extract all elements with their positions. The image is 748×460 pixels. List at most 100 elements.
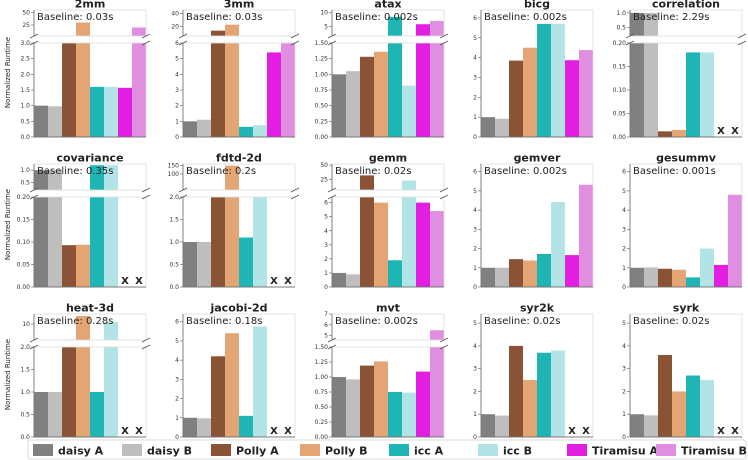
panel-2mm: 2mm 25 50 0.0 0.5 1.0 1.5 2.0 2.5 3.0 Baseline: 0.…: [20, 0, 151, 141]
bar-icc-b: [104, 86, 118, 137]
panel-gemm: gemm 25 50 0 1 2 3 4 5 6 Baseline: 0.02s: [320, 152, 449, 291]
y-tick-label: 3: [622, 366, 626, 373]
bar-daisy-a: [630, 414, 644, 437]
panel-title: syrk: [673, 302, 700, 315]
baseline-label: Baseline: 0.002s: [484, 12, 567, 23]
y-tick-label: 1: [622, 265, 626, 272]
plot-area: [332, 164, 444, 190]
bar-polly-b: [225, 197, 239, 287]
bar-polly-b-upper: [225, 165, 239, 190]
bar-icc-b: [104, 347, 118, 437]
legend-label: Polly B: [325, 445, 368, 458]
bar-daisy-b: [495, 118, 509, 137]
missing-marker: X: [284, 276, 292, 287]
y-tick-label: 1: [473, 265, 477, 272]
axis-break-mark: [327, 344, 337, 350]
panel-title: correlation: [652, 0, 720, 11]
missing-marker: X: [731, 126, 739, 137]
legend-label: Tiramisu B: [681, 445, 747, 458]
y-tick-label: 0.0: [20, 434, 30, 441]
missing-marker: X: [568, 426, 576, 437]
legend-swatch: [33, 444, 53, 456]
bar-daisy-a: [332, 74, 346, 137]
bar-polly-b-upper: [76, 22, 90, 36]
bar-daisy-a: [630, 267, 644, 287]
axis-break-mark: [178, 40, 188, 46]
y-tick-label: 0.00: [315, 134, 329, 141]
bar-tiramisu-b-upper: [132, 27, 146, 36]
y-tick-label: 10: [320, 10, 328, 17]
y-tick-label: 2: [473, 246, 477, 253]
axis-break-mark: [327, 187, 337, 193]
bar-icc-a: [239, 237, 253, 287]
legend-label: daisy B: [147, 445, 192, 458]
panel-correlation: correlation 0.5 1.0 0.00 0.05 0.10 0.15 0.20 X X B…: [613, 0, 747, 141]
bar-daisy-b: [495, 267, 509, 287]
y-axis-label: Normalized Runtime: [4, 339, 12, 410]
bar-daisy-b: [346, 71, 360, 137]
y-tick-label: 6: [175, 40, 179, 47]
bar-icc-b: [104, 197, 118, 287]
y-tick-label: 100: [168, 171, 180, 178]
y-tick-label: 0: [175, 134, 179, 141]
bar-polly-b: [76, 347, 90, 437]
bar-daisy-b: [48, 392, 62, 437]
missing-marker: X: [717, 426, 725, 437]
bar-icc-b: [402, 392, 416, 437]
panel-title: fdtd-2d: [216, 152, 262, 165]
y-tick-label: 0: [175, 434, 179, 441]
panel-syr2k: syr2k 0 1 2 3 4 5 X X Baseline: 0.02s: [473, 302, 594, 441]
bar-icc-b-upper: [104, 165, 118, 190]
bar-icc-a: [537, 23, 551, 137]
bar-tiramisu-a: [416, 371, 430, 437]
missing-marker: X: [135, 276, 143, 287]
y-tick-label: 2: [175, 396, 179, 403]
y-tick-label: 4: [622, 343, 626, 350]
y-tick-label: 1.5: [20, 367, 30, 374]
y-tick-label: 2: [473, 388, 477, 395]
missing-marker: X: [135, 426, 143, 437]
y-tick-label: 0: [324, 284, 328, 291]
baseline-label: Baseline: 0.001s: [633, 166, 716, 177]
axis-break-mark: [439, 344, 449, 350]
y-tick-label: 3.0: [20, 40, 30, 47]
y-tick-label: 50: [22, 10, 30, 17]
baseline-label: Baseline: 0.002s: [335, 316, 418, 327]
y-tick-label: 1: [175, 415, 179, 422]
y-tick-label: 0.5: [20, 180, 30, 187]
bar-daisy-b: [48, 106, 62, 137]
bar-tiramisu-a-upper: [416, 24, 430, 36]
bar-polly-b-upper: [225, 24, 239, 36]
baseline-label: Baseline: 0.02s: [633, 316, 709, 327]
y-tick-label: 4: [473, 207, 477, 214]
y-tick-label: 4: [622, 207, 626, 214]
baseline-label: Baseline: 0.2s: [186, 166, 256, 177]
y-tick-label: 0.00: [315, 434, 329, 441]
panel-title: syr2k: [520, 302, 555, 315]
panel-title: bicg: [524, 0, 550, 11]
bar-tiramisu-b: [728, 194, 742, 287]
bar-tiramisu-a: [565, 255, 579, 287]
y-tick-label: 20: [171, 24, 179, 31]
y-tick-label: 0.00: [17, 284, 31, 291]
panel-title: gemm: [369, 152, 407, 165]
axis-break-mark: [141, 344, 151, 350]
bar-tiramisu-b: [430, 211, 444, 287]
panel-title: 2mm: [75, 0, 106, 11]
legend-label: icc B: [503, 445, 532, 458]
panel-covariance: covariance 0.5 1.0 0.00 0.05 0.10 0.15 0.20 X X Ba…: [17, 152, 151, 291]
bar-tiramisu-b: [579, 50, 593, 137]
bar-daisy-b: [644, 415, 658, 437]
y-tick-label: 1.0: [20, 389, 30, 396]
y-tick-label: 7: [324, 311, 328, 318]
bar-icc-a: [686, 375, 700, 437]
y-tick-label: 50: [320, 162, 328, 169]
y-tick-label: 1.25: [315, 56, 329, 63]
y-tick-label: 0.5: [616, 24, 626, 31]
bar-icc-a-upper: [388, 16, 402, 36]
y-tick-label: 2: [324, 256, 328, 263]
bar-tiramisu-a: [416, 202, 430, 287]
panel-3mm: 3mm 20 40 0 1 2 3 4 5 6 Baseline: 0.03s: [171, 0, 300, 141]
y-tick-label: 6: [324, 200, 328, 207]
